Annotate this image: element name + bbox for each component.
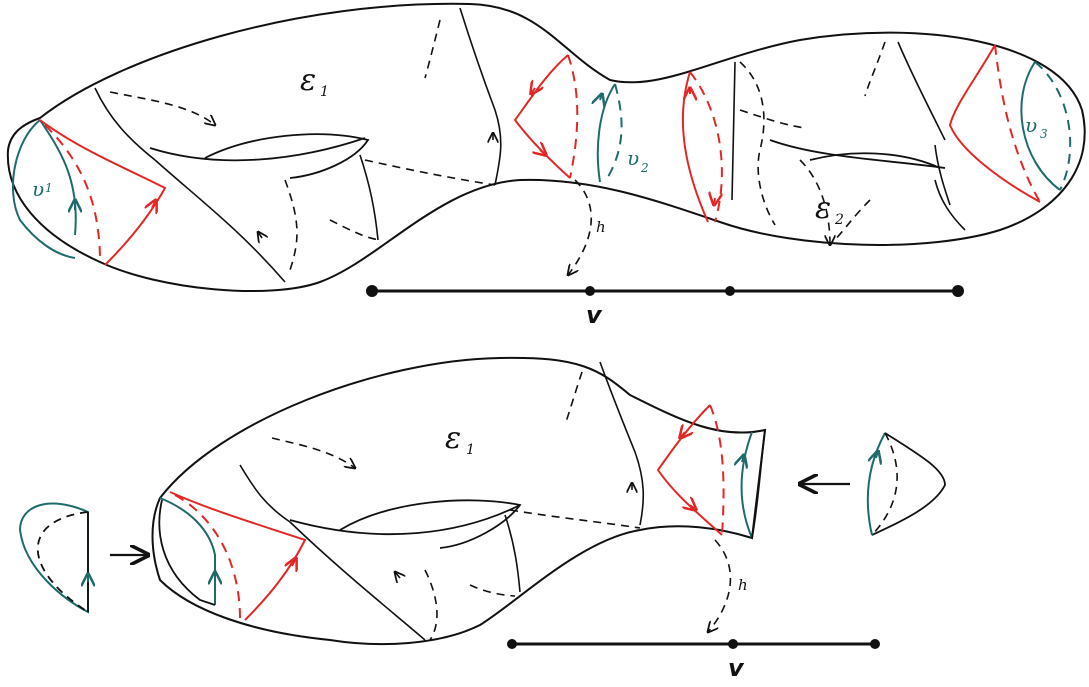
- top-red-circle-right: [948, 44, 1041, 203]
- top-red-circle-left: [39, 119, 167, 266]
- top-dashed-arrows: [109, 91, 830, 275]
- top-label-u3-main: υ: [1025, 113, 1037, 137]
- top-circle-u3: [1020, 61, 1072, 191]
- top-graph-vertex: [952, 285, 964, 297]
- bottom-figure: ε 1 h v: [18, 356, 946, 682]
- top-label-u2-sub: 2: [640, 161, 649, 175]
- bottom-left-boundary-teal: [158, 497, 215, 606]
- bottom-surface-outline: [151, 356, 767, 646]
- top-black-curves: [94, 7, 966, 283]
- top-label-u2-main: υ: [627, 146, 639, 170]
- bottom-right-boundary-teal: [742, 429, 766, 539]
- top-label-u3-sub: 3: [1040, 127, 1048, 141]
- bottom-graph-vertex: [507, 639, 517, 649]
- top-label-epsilon-2-sub: 2: [834, 212, 844, 228]
- top-label-u1-main: υ: [32, 177, 44, 201]
- top-graph-v: v: [366, 285, 964, 329]
- top-hole-2: [769, 139, 946, 169]
- top-label-u1-sub: 1: [45, 181, 53, 195]
- bottom-graph-vertex: [728, 639, 738, 649]
- bottom-right-disk: [866, 432, 946, 536]
- top-label-v: v: [586, 301, 603, 329]
- top-label-epsilon-1-main: ε: [300, 63, 316, 98]
- top-graph-vertex: [725, 286, 735, 296]
- top-hole-1: [149, 133, 370, 179]
- bottom-red-circle-left: [169, 491, 307, 621]
- top-figure: ε 1 ε 2 υ 1 υ 2 υ 3 h v: [6, 2, 1086, 329]
- top-circle-u1: [12, 119, 76, 259]
- top-red-circle-middle: [513, 54, 579, 179]
- top-label-epsilon-2-main: ε: [815, 191, 831, 226]
- bottom-graph-v: v: [507, 639, 880, 682]
- bottom-left-disk: [18, 502, 88, 614]
- bottom-black-curves: [239, 361, 645, 641]
- bottom-label-epsilon-1-main: ε: [445, 421, 461, 456]
- top-surface-outline: [6, 2, 1086, 292]
- bottom-label-h: h: [738, 576, 748, 594]
- top-label-h: h: [596, 218, 606, 236]
- top-graph-vertex: [585, 286, 595, 296]
- bottom-graph-vertex: [870, 639, 880, 649]
- bottom-red-circle-right: [656, 404, 725, 536]
- top-label-epsilon-1-sub: 1: [320, 84, 329, 100]
- bottom-dashed-arrows: [271, 437, 732, 632]
- top-circle-u2: [598, 83, 623, 183]
- bottom-hole: [289, 499, 522, 549]
- top-graph-vertex: [366, 285, 378, 297]
- bottom-label-epsilon-1-sub: 1: [466, 442, 475, 458]
- top-red-circle-right-middle: [681, 71, 723, 223]
- bottom-label-v: v: [728, 654, 745, 682]
